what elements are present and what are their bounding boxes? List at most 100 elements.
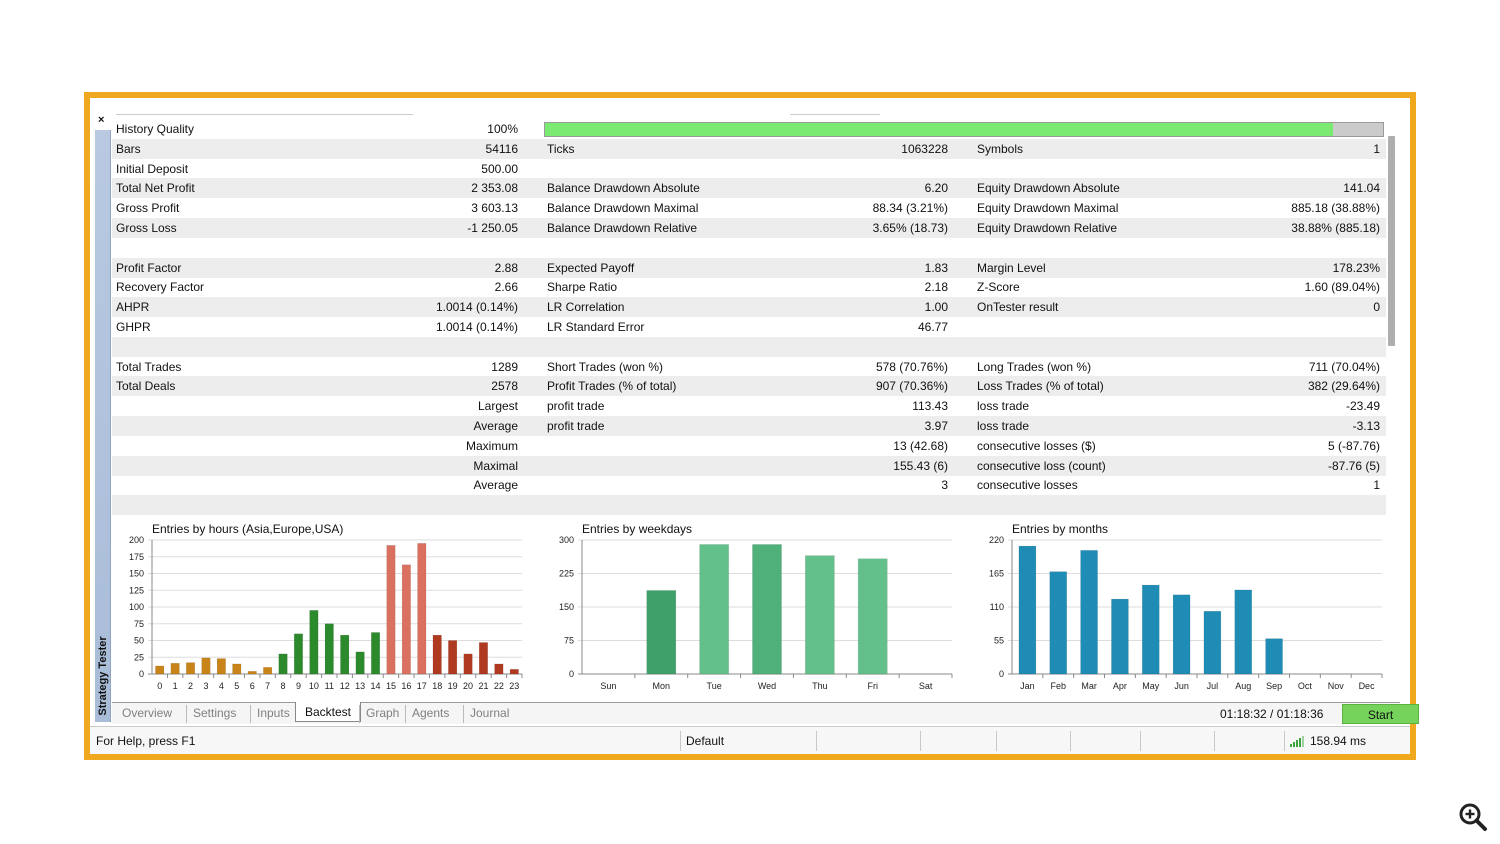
- vertical-scrollbar[interactable]: [1388, 136, 1395, 346]
- tester-tab-bar: Overview Settings Inputs Backtest Graph Agent…: [112, 702, 1419, 724]
- divider: [996, 731, 997, 751]
- stat-label: loss trade: [977, 419, 1030, 433]
- x-tick-label: Dec: [1359, 681, 1376, 691]
- x-tick-label: 7: [265, 681, 270, 691]
- bar: [478, 642, 488, 675]
- bar: [432, 634, 442, 675]
- stat-value: Maximal: [473, 458, 518, 473]
- x-tick-label: Sun: [600, 681, 616, 691]
- x-tick-label: 18: [432, 681, 442, 691]
- stat-value: Average: [473, 419, 518, 433]
- stat-value: 1.00: [924, 300, 948, 315]
- tab-settings[interactable]: Settings: [186, 705, 242, 723]
- stat-value: Largest: [477, 399, 518, 414]
- stats-row: Total Net Profit 2 353.08 Balance Drawdown…: [112, 178, 1386, 199]
- stat-label: Equity Drawdown Absolute: [977, 181, 1120, 196]
- tab-inputs[interactable]: Inputs: [250, 705, 296, 723]
- stats-row: Average 3 consecutive losses 1: [112, 475, 1386, 495]
- stats-row: Gross Loss -1 250.05 Balance Drawdown Rela…: [112, 218, 1386, 238]
- stat-label: Ticks: [547, 141, 575, 156]
- stat-value: Maximum: [465, 438, 518, 453]
- stats-row: Recovery Factor 2.66 Sharpe Ratio 2.18 Z-Sco…: [112, 277, 1386, 297]
- stat-label: LR Standard Error: [547, 320, 645, 334]
- x-tick-label: Jun: [1174, 681, 1189, 691]
- bar: [293, 633, 303, 675]
- bar: [170, 663, 180, 675]
- stat-value: 5 (-87.76): [1327, 438, 1380, 453]
- y-tick-label: 175: [129, 552, 144, 562]
- stat-label: OnTester result: [977, 300, 1059, 315]
- bar: [401, 564, 411, 675]
- status-bar: For Help, press F1 Default 158.94 ms: [90, 726, 1410, 754]
- bar: [309, 610, 319, 675]
- stat-label: AHPR: [116, 300, 150, 315]
- tab-backtest[interactable]: Backtest: [295, 702, 362, 722]
- x-tick-label: Aug: [1235, 681, 1251, 691]
- stat-label: Sharpe Ratio: [547, 280, 618, 295]
- stat-value: 500.00: [481, 161, 518, 176]
- stat-label: Profit Factor: [116, 260, 182, 275]
- bar: [340, 634, 350, 675]
- bar: [247, 671, 257, 675]
- tab-agents[interactable]: Agents: [405, 705, 455, 723]
- chart-title: Entries by months: [1012, 522, 1108, 536]
- stats-row: GHPR 1.0014 (0.14%) LR Standard Error 46.77: [112, 317, 1386, 337]
- bar: [1203, 611, 1222, 675]
- months-chart: Entries by months 0 55 110 165 220 Jan Feb Mar Ap…: [989, 522, 1383, 691]
- bar: [494, 663, 504, 675]
- x-tick-label: 10: [309, 681, 319, 691]
- x-tick-label: 4: [219, 681, 224, 691]
- history-quality-bar: [544, 122, 1384, 137]
- y-tick-label: 75: [134, 619, 144, 629]
- bar: [1265, 638, 1283, 675]
- stat-label: GHPR: [116, 320, 151, 334]
- start-button[interactable]: Start: [1342, 704, 1419, 724]
- tab-overview[interactable]: Overview: [122, 706, 173, 720]
- y-tick-label: 0: [569, 669, 574, 679]
- chart-title: Entries by weekdays: [582, 522, 692, 536]
- bar: [1018, 545, 1037, 675]
- stat-label: Loss Trades (% of total): [977, 379, 1104, 394]
- x-tick-label: 15: [386, 681, 396, 691]
- x-tick-label: 20: [463, 681, 473, 691]
- strategy-tester-side-tab[interactable]: Strategy Tester: [95, 130, 111, 722]
- stat-label: loss trade: [977, 399, 1030, 414]
- stat-label: profit trade: [547, 399, 605, 414]
- bar: [463, 653, 473, 675]
- stat-value: 3 603.13: [471, 201, 518, 216]
- stat-label: consecutive losses ($): [977, 438, 1096, 453]
- bar: [232, 663, 242, 675]
- bar: [386, 545, 396, 675]
- stat-value: 3.97: [924, 419, 948, 433]
- stat-value: 1289: [491, 359, 518, 374]
- backtest-stats-table: History Quality 100% Bars 54116 Ticks 10632…: [112, 119, 1386, 519]
- stats-row: Total Deals 2578 Profit Trades (% of total…: [112, 376, 1386, 397]
- stat-value: 38.88% (885.18): [1291, 221, 1380, 235]
- stat-value: 0: [1373, 300, 1380, 315]
- stat-value: 382 (29.64%): [1307, 379, 1380, 394]
- zoom-in-icon[interactable]: [1458, 802, 1488, 832]
- stat-value: -3.13: [1352, 419, 1380, 433]
- bar: [216, 658, 226, 675]
- y-tick-label: 55: [994, 636, 1004, 646]
- divider: [1284, 731, 1285, 751]
- stat-label: Short Trades (won %): [547, 359, 664, 374]
- stats-row: [112, 238, 1386, 258]
- stat-value: 1: [1373, 478, 1380, 493]
- divider: [116, 114, 413, 115]
- stat-value: 13 (42.68): [893, 438, 948, 453]
- status-ping: 158.94 ms: [1310, 734, 1367, 748]
- stats-row: Bars 54116 Ticks 1063228 Symbols 1: [112, 138, 1386, 159]
- y-tick-label: 0: [139, 669, 144, 679]
- x-tick-label: 9: [296, 681, 301, 691]
- stats-row: Maximal 155.43 (6) consecutive loss (count…: [112, 455, 1386, 476]
- close-icon[interactable]: ×: [98, 114, 105, 126]
- stat-label: Total Net Profit: [116, 181, 195, 196]
- stat-value: 1: [1373, 141, 1380, 156]
- y-tick-label: 220: [989, 535, 1004, 545]
- stat-value: 178.23%: [1332, 260, 1380, 275]
- stat-label: Balance Drawdown Absolute: [547, 181, 700, 196]
- stat-label: Initial Deposit: [116, 161, 189, 176]
- tab-graph[interactable]: Graph: [359, 705, 405, 723]
- tab-journal[interactable]: Journal: [463, 705, 515, 723]
